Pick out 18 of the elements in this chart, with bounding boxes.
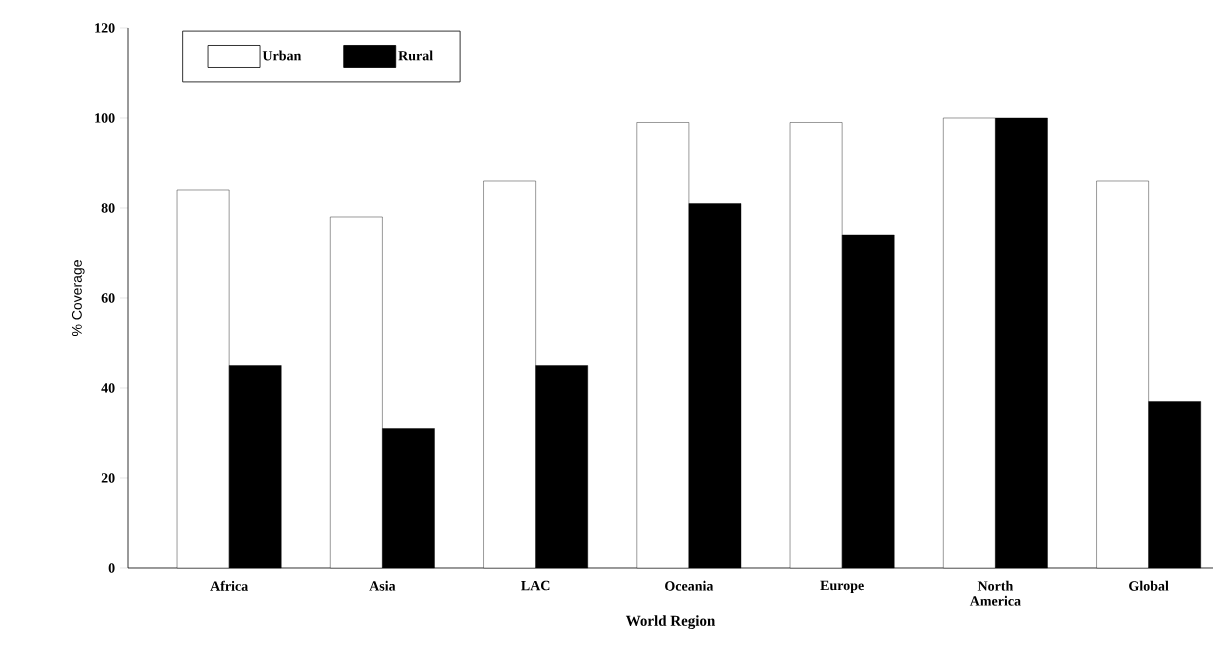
y-tick-label: 0: [108, 563, 115, 573]
x-tick-label: Africa: [210, 580, 248, 591]
y-tick-label: 60: [101, 293, 115, 303]
y-tick-label: 20: [101, 473, 115, 483]
x-tick-label: Asia: [369, 580, 396, 591]
y-tick-label: 80: [101, 203, 115, 213]
y-tick-label: 100: [95, 113, 115, 123]
x-axis-title: World Region: [625, 615, 716, 629]
x-tick-label: Oceania: [665, 580, 714, 591]
y-tick-label: 120: [95, 23, 115, 33]
x-tick-label: North America: [969, 580, 1021, 606]
x-tick-label: Global: [1129, 580, 1169, 591]
y-axis-title: % Coverage: [71, 260, 85, 337]
x-tick-label: LAC: [521, 580, 550, 591]
x-tick-label: Europe: [820, 580, 864, 594]
y-tick-label: 40: [101, 383, 115, 393]
legend-label: Rural: [398, 50, 433, 61]
legend-label: Urban: [262, 50, 302, 61]
